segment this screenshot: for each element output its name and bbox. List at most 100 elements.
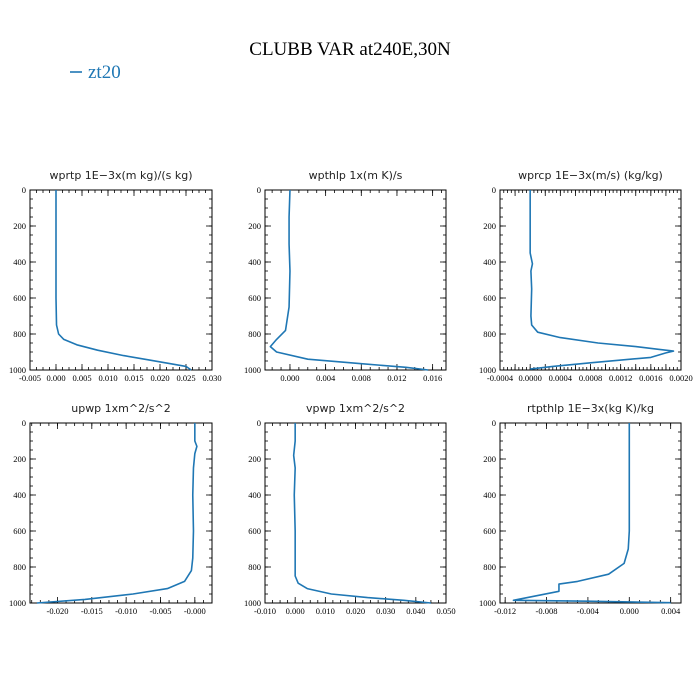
x-tick-label: 0.030 [202, 373, 221, 383]
x-tick-label: -0.010 [115, 606, 137, 616]
x-tick-label: 0.030 [376, 606, 395, 616]
y-tick-label: 0 [257, 185, 261, 195]
x-tick-label: 0.000 [280, 373, 299, 383]
x-tick-label: 0.0004 [549, 373, 573, 383]
y-tick-label: 1000 [9, 365, 26, 375]
legend: zt20 [70, 62, 121, 83]
y-tick-label: 600 [483, 526, 496, 536]
x-tick-label: -0.005 [19, 373, 41, 383]
x-tick-label: -0.008 [536, 606, 558, 616]
plot-frame [264, 189, 447, 371]
x-tick-label: 0.004 [316, 373, 336, 383]
y-tick-label: 600 [248, 526, 261, 536]
x-tick-label: 0.000 [286, 606, 305, 616]
x-tick-label: 0.050 [436, 606, 455, 616]
y-tick-label: 200 [13, 454, 26, 464]
x-tick-label: 0.000 [46, 373, 65, 383]
y-tick-label: 800 [13, 562, 26, 572]
x-tick-label: -0.020 [46, 606, 68, 616]
x-tick-label: 0.000 [620, 606, 639, 616]
x-tick-label: 0.0020 [669, 373, 692, 383]
x-tick-label: -0.0004 [487, 373, 514, 383]
y-tick-label: 400 [13, 257, 26, 267]
x-tick-label: -0.004 [577, 606, 600, 616]
chart-panel-2: wpthlp 1x(m K)/s 0 200 400 600 800 1000 0.000 0.… [244, 169, 447, 383]
y-tick-label: 0 [492, 418, 496, 428]
y-tick-label: 600 [483, 293, 496, 303]
plot-frame [264, 422, 447, 604]
y-tick-label: 0 [492, 185, 496, 195]
x-tick-label: 0.020 [150, 373, 169, 383]
y-tick-label: 1000 [9, 598, 26, 608]
panel-title: wprtp 1E−3x(m kg)/(s kg) [50, 169, 193, 182]
x-tick-label: 0.020 [346, 606, 365, 616]
y-tick-label: 200 [13, 221, 26, 231]
panel-title: wpthlp 1x(m K)/s [309, 169, 403, 182]
x-tick-label: -0.012 [494, 606, 516, 616]
x-tick-label: 0.0016 [639, 373, 662, 383]
series-line-zt20 [269, 189, 429, 371]
legend-label: zt20 [88, 62, 121, 83]
y-tick-label: 800 [483, 329, 496, 339]
y-tick-label: 600 [248, 293, 261, 303]
y-tick-label: 1000 [244, 365, 261, 375]
panel-title: rtpthlp 1E−3x(kg K)/kg [527, 402, 654, 415]
x-tick-label: 0.0008 [579, 373, 602, 383]
x-tick-label: 0.010 [98, 373, 117, 383]
y-tick-label: 600 [13, 293, 26, 303]
x-tick-label: 0.0012 [609, 373, 632, 383]
x-tick-label: 0.015 [124, 373, 143, 383]
y-tick-label: 400 [248, 490, 261, 500]
plot-frame [29, 189, 213, 371]
series-line-zt20 [529, 190, 675, 370]
chart-panel-4: upwp 1xm^2/s^2 0 200 400 600 800 1000 -0.020 -0.… [9, 402, 213, 616]
figure-title: CLUBB VAR at240E,30N [249, 39, 451, 60]
y-tick-label: 400 [483, 490, 496, 500]
chart-panel-1: wprtp 1E−3x(m kg)/(s kg) 0 200 400 600 800 100… [9, 169, 222, 383]
x-tick-label: -0.000 [184, 606, 206, 616]
panel-title: vpwp 1xm^2/s^2 [306, 402, 405, 415]
x-tick-label: -0.015 [81, 606, 103, 616]
plot-frame [499, 422, 682, 604]
x-tick-label: 0.040 [406, 606, 425, 616]
plot-frame [29, 422, 213, 604]
x-tick-label: -0.005 [150, 606, 172, 616]
y-tick-label: 0 [22, 418, 26, 428]
chart-panel-5: vpwp 1xm^2/s^2 0 200 400 600 800 1000-0.010 0.0… [244, 402, 456, 616]
y-tick-label: 0 [22, 185, 26, 195]
y-tick-label: 200 [248, 221, 261, 231]
series-line-zt20 [512, 423, 671, 604]
chart-panel-3: wprcp 1E−3x(m/s) (kg/kg) 0 200 400 600 800 100… [479, 169, 693, 383]
x-tick-label: 0.012 [387, 373, 406, 383]
series-line-zt20 [36, 423, 198, 604]
y-tick-label: 400 [483, 257, 496, 267]
y-tick-label: 0 [257, 418, 261, 428]
x-tick-label: 0.025 [176, 373, 195, 383]
y-tick-label: 1000 [244, 598, 261, 608]
y-tick-label: 400 [13, 490, 26, 500]
y-tick-label: 800 [13, 329, 26, 339]
y-tick-label: 600 [13, 526, 26, 536]
x-tick-label: 0.0000 [518, 373, 541, 383]
y-tick-label: 200 [483, 221, 496, 231]
x-tick-label: 0.010 [316, 606, 335, 616]
y-tick-label: 200 [483, 454, 496, 464]
y-tick-label: 400 [248, 257, 261, 267]
x-tick-label: -0.010 [254, 606, 276, 616]
y-tick-label: 1000 [479, 365, 496, 375]
series-line-zt20 [292, 423, 431, 604]
x-tick-label: 0.005 [72, 373, 91, 383]
chart-panels: wprtp 1E−3x(m kg)/(s kg) 0 200 400 600 800 100… [9, 169, 693, 616]
y-tick-label: 1000 [479, 598, 496, 608]
chart-panel-6: rtpthlp 1E−3x(kg K)/kg02004006008001000-… [479, 402, 682, 616]
y-tick-label: 800 [248, 329, 261, 339]
series-line-zt20 [55, 190, 192, 371]
plot-frame [499, 189, 682, 371]
x-tick-label: 0.016 [423, 373, 442, 383]
y-tick-label: 800 [483, 562, 496, 572]
y-tick-label: 200 [248, 454, 261, 464]
panel-title: wprcp 1E−3x(m/s) (kg/kg) [518, 169, 663, 182]
x-tick-label: 0.004 [661, 606, 681, 616]
x-tick-label: 0.008 [352, 373, 371, 383]
